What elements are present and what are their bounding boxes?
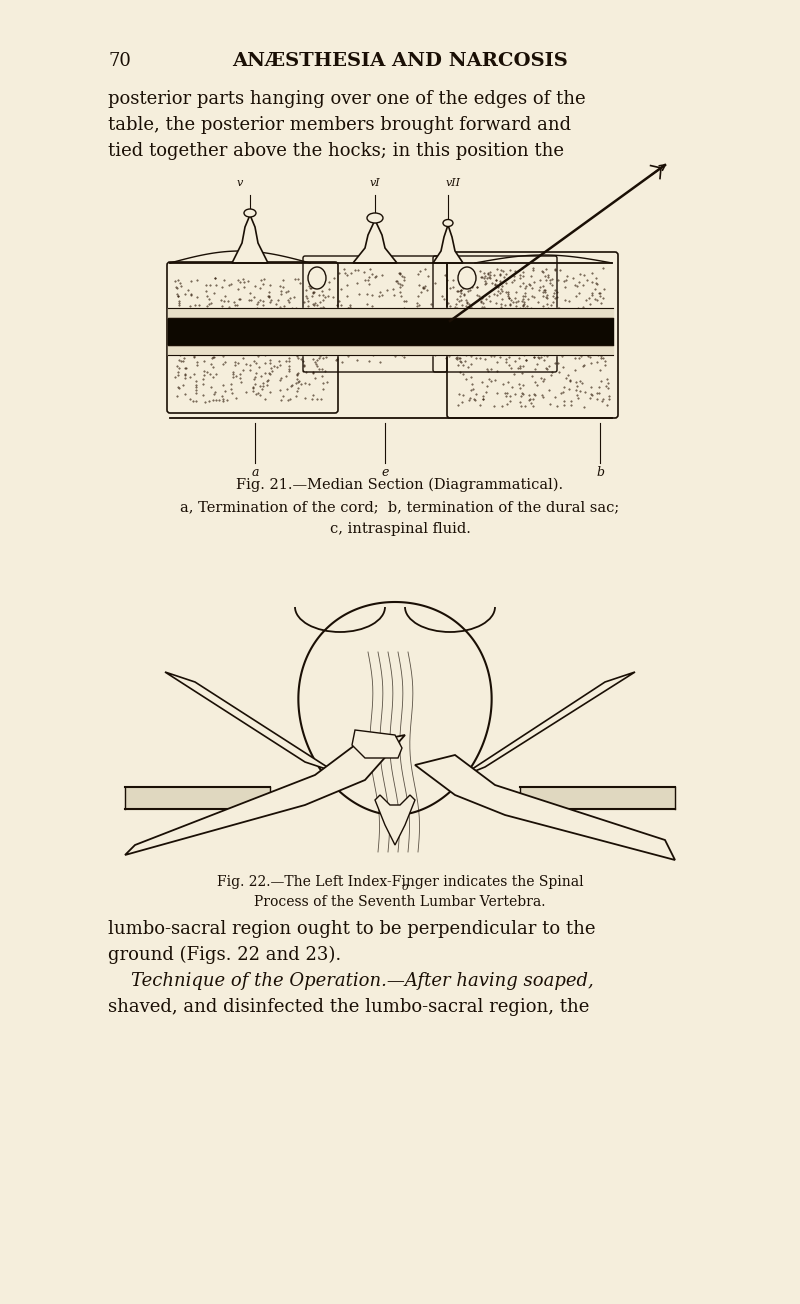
Text: ANÆSTHESIA AND NARCOSIS: ANÆSTHESIA AND NARCOSIS — [232, 52, 568, 70]
Text: o: o — [402, 882, 408, 892]
Text: vII: vII — [446, 179, 461, 188]
Text: posterior parts hanging over one of the edges of the: posterior parts hanging over one of the … — [108, 90, 586, 108]
Polygon shape — [415, 755, 675, 861]
Ellipse shape — [443, 219, 453, 227]
Text: a, Termination of the cord;  b, termination of the dural sac;: a, Termination of the cord; b, terminati… — [180, 499, 620, 514]
Polygon shape — [165, 672, 335, 772]
Text: ground (Figs. 22 and 23).: ground (Figs. 22 and 23). — [108, 945, 342, 964]
Ellipse shape — [308, 267, 326, 289]
Text: a: a — [251, 466, 258, 479]
Polygon shape — [375, 795, 415, 845]
Text: 70: 70 — [108, 52, 131, 70]
Polygon shape — [232, 215, 268, 263]
Text: Process of the Seventh Lumbar Vertebra.: Process of the Seventh Lumbar Vertebra. — [254, 895, 546, 909]
Polygon shape — [352, 730, 402, 758]
Text: vI: vI — [370, 179, 380, 188]
Text: c, intraspinal fluid.: c, intraspinal fluid. — [330, 522, 470, 536]
Text: e: e — [382, 466, 389, 479]
Polygon shape — [353, 220, 397, 263]
Text: lumbo-sacral region ought to be perpendicular to the: lumbo-sacral region ought to be perpendi… — [108, 921, 595, 938]
Text: Fig. 22.—The Left Index-Finger indicates the Spinal: Fig. 22.—The Left Index-Finger indicates… — [217, 875, 583, 889]
Ellipse shape — [244, 209, 256, 216]
Text: Fig. 21.—Median Section (Diagrammatical).: Fig. 21.—Median Section (Diagrammatical)… — [237, 479, 563, 493]
Polygon shape — [433, 226, 463, 263]
Ellipse shape — [367, 213, 383, 223]
Text: tied together above the hocks; in this position the: tied together above the hocks; in this p… — [108, 142, 564, 160]
Ellipse shape — [458, 267, 476, 289]
Polygon shape — [460, 672, 635, 777]
Polygon shape — [298, 602, 492, 815]
Text: Technique of the Operation.—After having soaped,: Technique of the Operation.—After having… — [108, 971, 594, 990]
Text: table, the posterior members brought forward and: table, the posterior members brought for… — [108, 116, 571, 134]
Polygon shape — [125, 735, 405, 855]
Text: b: b — [596, 466, 604, 479]
Text: shaved, and disinfected the lumbo-sacral region, the: shaved, and disinfected the lumbo-sacral… — [108, 998, 590, 1016]
Text: v: v — [237, 179, 243, 188]
